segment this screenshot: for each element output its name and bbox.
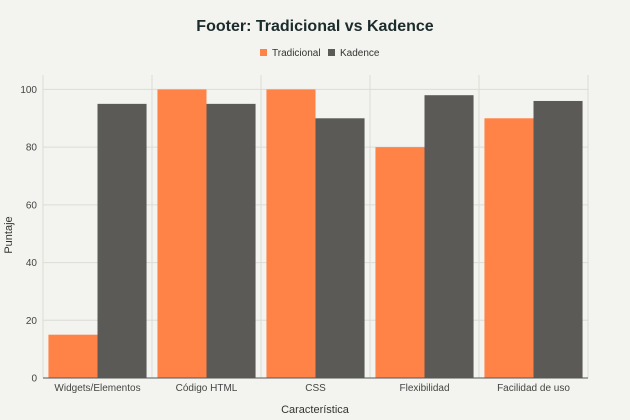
chart-title: Footer: Tradicional vs Kadence	[196, 18, 434, 35]
bar-tradicional-3	[266, 89, 316, 378]
bar-tradicional-1	[48, 334, 98, 378]
y-tick-label: 20	[26, 316, 38, 327]
legend-label-kadence: Kadence	[340, 48, 380, 59]
legend: Tradicional Kadence	[260, 48, 380, 59]
y-axis-title: Puntaje	[3, 216, 15, 253]
y-tick-label: 100	[20, 85, 37, 96]
bar-tradicional-4	[375, 147, 425, 378]
y-tick-label: 80	[26, 143, 38, 154]
bars	[48, 89, 583, 379]
x-tick-label: CSS	[305, 383, 326, 394]
x-axis-title: Característica	[281, 404, 350, 416]
legend-swatch-kadence	[328, 49, 335, 56]
x-tick-label: Facilidad de uso	[497, 383, 570, 394]
bar-tradicional-2	[157, 89, 207, 378]
x-tick-label: Widgets/Elementos	[54, 383, 140, 394]
y-tick-label: 60	[26, 200, 38, 211]
x-axis-ticks: Widgets/Elementos Código HTML CSS Flexibili…	[54, 383, 570, 394]
bar-kadence-3	[315, 118, 365, 379]
bar-kadence-1	[97, 103, 147, 378]
x-tick-label: Flexibilidad	[399, 383, 449, 394]
bar-kadence-2	[206, 103, 256, 378]
x-tick-label: Código HTML	[176, 383, 238, 394]
bar-kadence-5	[533, 100, 583, 378]
y-tick-label: 0	[31, 374, 37, 385]
bar-tradicional-5	[484, 118, 534, 379]
bar-kadence-4	[424, 95, 474, 378]
y-tick-label: 40	[26, 258, 38, 269]
legend-label-tradicional: Tradicional	[272, 48, 321, 59]
legend-swatch-tradicional	[260, 49, 267, 56]
y-axis-ticks: 0 20 40 60 80 100	[20, 85, 37, 385]
